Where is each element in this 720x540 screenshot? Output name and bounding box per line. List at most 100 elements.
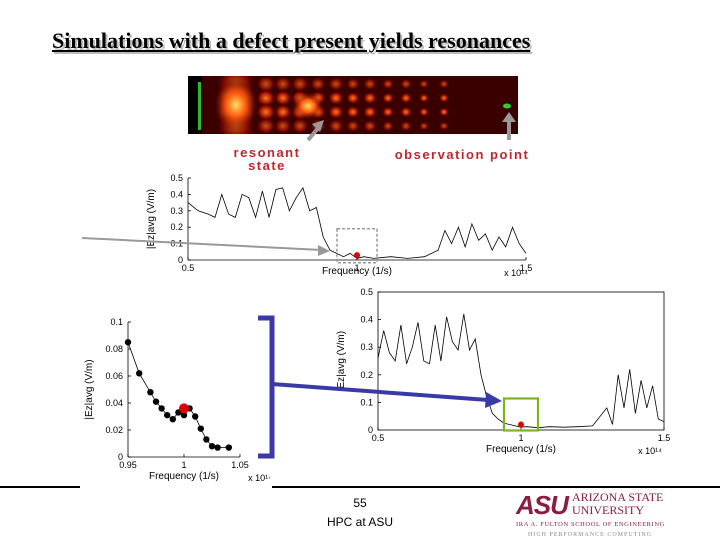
field-blob <box>328 90 344 106</box>
logo-line-3: IRA A. FULTON SCHOOL OF ENGINEERING <box>516 521 665 528</box>
field-blob <box>214 79 258 131</box>
y-tick-label: 0.2 <box>170 222 183 232</box>
field-blob <box>256 89 276 107</box>
data-point <box>158 405 165 412</box>
y-tick-label: 0.5 <box>360 287 373 297</box>
field-blob <box>346 91 360 105</box>
y-axis-label: |Ez|avg (V/m) <box>84 359 95 419</box>
y-tick-label: 0 <box>178 255 183 265</box>
field-blob <box>400 92 412 104</box>
field-blob <box>363 77 377 91</box>
y-tick-label: 0.02 <box>105 425 123 435</box>
x-axis-label: Frequency (1/s) <box>149 471 219 482</box>
y-tick-label: 0 <box>118 452 123 462</box>
data-point <box>124 339 132 346</box>
field-blob <box>419 93 429 103</box>
footer-text: HPC at ASU <box>326 515 394 529</box>
logo-line-1: ARIZONA STATE <box>572 490 664 504</box>
y-tick-label: 0.1 <box>110 317 123 327</box>
observation-point-label: observation point <box>394 147 530 162</box>
field-blob <box>439 121 449 131</box>
field-blob <box>382 120 394 132</box>
field-blob <box>256 117 276 135</box>
large-spectrum-chart: 0.5 1 1.5 0 0.1 0.2 0.3 0.4 0.5 Frequency (1/s) x … <box>336 287 671 456</box>
asu-logo: ASU ARIZONA STATE UNIVERSITY IRA A. FULT… <box>514 487 684 540</box>
x-tick-label: 1 <box>518 433 523 443</box>
y-tick-label: 0.5 <box>170 173 183 183</box>
field-blob <box>292 92 324 120</box>
y-tick-label: 0 <box>368 425 373 435</box>
y-tick-label: 0.1 <box>360 397 373 407</box>
series-line <box>187 186 527 259</box>
field-blob <box>363 105 377 119</box>
x-tick-label: 0.5 <box>182 263 195 273</box>
highlight-point <box>179 403 189 414</box>
field-blob <box>256 103 276 121</box>
data-point <box>147 389 154 396</box>
zoom-box <box>336 227 378 264</box>
annotation-arrows <box>306 112 516 142</box>
field-blob <box>439 93 449 103</box>
x-tick-label: 0.95 <box>119 460 137 470</box>
field-blob <box>274 117 292 135</box>
y-tick-label: 0.06 <box>105 371 123 381</box>
field-blob <box>274 75 292 93</box>
slide-title: Simulations with a defect present yields… <box>52 28 531 53</box>
logo-line-2: UNIVERSITY <box>572 503 644 517</box>
field-blob <box>274 103 292 121</box>
field-blob <box>363 91 377 105</box>
highlight-point <box>354 252 360 259</box>
field-blob <box>439 79 449 89</box>
x-tick-label: 1.5 <box>520 263 533 273</box>
source-line <box>198 82 201 130</box>
zoom-bracket <box>258 315 502 459</box>
resonance-zoom-chart: 0.95 1 1.05 0 0.02 0.04 0.06 0.08 0.1 Frequency (… <box>84 317 270 483</box>
field-blob <box>439 107 449 117</box>
footer-rule-right <box>272 486 720 488</box>
field-blob <box>346 77 360 91</box>
y-tick-label: 0.3 <box>360 342 373 352</box>
data-point <box>169 416 176 423</box>
data-point <box>203 436 210 443</box>
x-tick-label: 1 <box>181 460 186 470</box>
y-axis-label: |Ez|avg (V/m) <box>146 189 157 249</box>
field-blob <box>274 89 292 107</box>
field-blob <box>328 118 344 134</box>
x-scale-note: x 10¹⁴ <box>638 446 662 456</box>
highlight-point <box>518 421 524 428</box>
data-point <box>197 425 204 432</box>
field-blob <box>419 107 429 117</box>
field-blob <box>256 75 276 93</box>
field-blob <box>400 120 412 132</box>
zoom-box <box>502 397 540 432</box>
field-blob <box>419 121 429 131</box>
field-blob <box>363 119 377 133</box>
data-point <box>164 411 171 419</box>
data-point <box>152 398 160 405</box>
footer-rule-left <box>0 486 80 488</box>
field-blob <box>328 76 344 92</box>
data-point <box>225 444 232 451</box>
y-tick-label: 0.3 <box>170 206 183 216</box>
x-tick-label: 1.05 <box>231 460 249 470</box>
y-tick-label: 0.4 <box>170 189 183 199</box>
y-axis-label: |Ez|avg (V/m) <box>336 331 347 391</box>
field-blob <box>419 79 429 89</box>
y-tick-label: 0.2 <box>360 370 373 380</box>
x-scale-note: x 10¹⁴ <box>504 268 528 278</box>
field-blob <box>382 106 394 118</box>
resonant-state-label: resonant state <box>233 145 301 173</box>
field-blob <box>382 78 394 90</box>
field-blob <box>382 92 394 104</box>
field-blob <box>291 117 309 135</box>
data-point <box>136 370 143 377</box>
field-blob <box>346 119 360 133</box>
x-axis-label: Frequency (1/s) <box>486 444 556 455</box>
asu-logo-mark: ASU <box>516 490 569 520</box>
x-axis-label: Frequency (1/s) <box>322 266 392 277</box>
y-tick-label: 0.08 <box>105 344 123 354</box>
field-blob <box>310 76 326 92</box>
gray-pointer-arrow <box>82 237 330 256</box>
x-tick-label: 1.5 <box>658 433 671 443</box>
